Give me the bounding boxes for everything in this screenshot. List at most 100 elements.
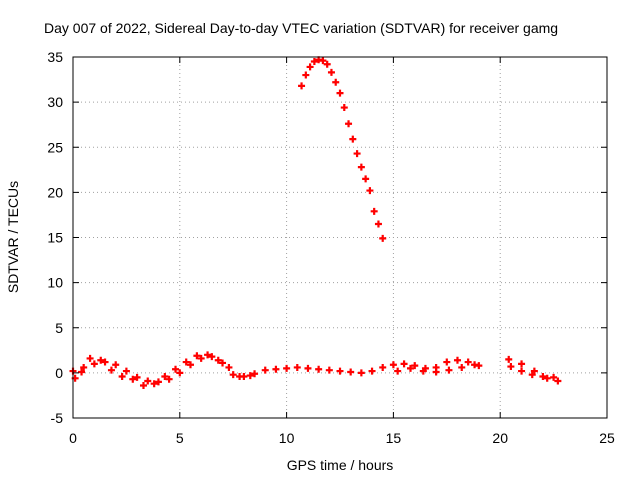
data-point	[332, 78, 340, 86]
data-point	[353, 150, 361, 158]
data-point	[347, 368, 355, 376]
grid	[73, 57, 607, 418]
data-point	[193, 352, 201, 360]
data-point	[406, 364, 414, 372]
data-point	[144, 377, 152, 385]
y-tick-label: 5	[55, 320, 63, 336]
data-point	[507, 363, 515, 371]
data-point	[219, 359, 227, 367]
data-point	[370, 207, 378, 215]
x-tick-label: 10	[279, 430, 295, 446]
data-point	[543, 374, 551, 382]
data-point	[336, 89, 344, 97]
data-point	[325, 366, 333, 374]
data-point	[204, 351, 212, 359]
data-point	[118, 372, 126, 380]
data-point	[411, 362, 419, 370]
data-point	[379, 234, 387, 242]
data-point	[161, 372, 169, 380]
data-point	[310, 58, 318, 66]
data-point	[112, 361, 120, 369]
data-point	[208, 353, 216, 361]
y-tick-label: 35	[47, 49, 63, 65]
chart-title: Day 007 of 2022, Sidereal Day-to-day VTE…	[44, 20, 558, 36]
y-tick-label: 20	[47, 184, 63, 200]
data-point	[304, 364, 312, 372]
y-tick-label: 15	[47, 230, 63, 246]
data-point	[345, 120, 353, 128]
data-point	[445, 366, 453, 374]
data-point	[349, 135, 357, 143]
data-point	[129, 375, 137, 383]
data-point	[389, 361, 397, 369]
y-tick-label: -5	[51, 410, 64, 426]
data-point	[122, 367, 130, 375]
data-point	[236, 372, 244, 380]
data-point	[225, 363, 233, 371]
data-point	[453, 356, 461, 364]
data-point	[530, 367, 538, 375]
data-point	[323, 60, 331, 68]
data-point	[86, 354, 94, 362]
data-point	[327, 68, 335, 76]
data-point	[293, 363, 301, 371]
data-point	[261, 366, 269, 374]
data-point	[357, 163, 365, 171]
x-axis: 0 5 10 15 20 25	[69, 57, 615, 446]
data-point	[550, 373, 558, 381]
x-tick-label: 0	[69, 430, 77, 446]
data-point	[368, 367, 376, 375]
data-point	[518, 367, 526, 375]
x-tick-label: 15	[386, 430, 402, 446]
data-point	[505, 355, 513, 363]
data-point	[133, 373, 141, 381]
y-axis-label: SDTVAR / TECUs	[5, 181, 21, 293]
series-0	[69, 353, 558, 386]
data-point	[419, 367, 427, 375]
data-point	[78, 368, 86, 376]
data-point	[97, 356, 105, 364]
data-point	[172, 365, 180, 373]
data-point	[528, 371, 536, 379]
data-point	[306, 63, 314, 71]
data-point	[362, 175, 370, 183]
data-point	[246, 372, 254, 380]
data-point	[379, 363, 387, 371]
x-tick-label: 25	[599, 430, 615, 446]
data-point	[176, 369, 184, 377]
data-point	[272, 365, 280, 373]
data-point	[336, 367, 344, 375]
data-point	[298, 82, 306, 90]
data-point	[214, 356, 222, 364]
data-point	[154, 378, 162, 386]
data-point	[150, 380, 158, 388]
data-point	[458, 363, 466, 371]
data-point	[443, 358, 451, 366]
data-point	[80, 363, 88, 371]
data-point	[432, 368, 440, 376]
x-axis-label: GPS time / hours	[287, 457, 394, 473]
y-tick-label: 30	[47, 94, 63, 110]
data-point	[357, 369, 365, 377]
data-point	[229, 371, 237, 379]
data-point	[186, 361, 194, 369]
y-axis: -5 0 5 10 15 20 25 30 35	[47, 49, 607, 426]
data-point	[90, 360, 98, 368]
data-point	[464, 358, 472, 366]
data-point	[315, 365, 323, 373]
data-point	[182, 358, 190, 366]
data-point	[374, 220, 382, 228]
data-point	[139, 382, 147, 390]
data-point	[554, 377, 562, 385]
data-point	[471, 361, 479, 369]
data-point	[400, 360, 408, 368]
data-point	[319, 57, 327, 65]
data-point	[197, 354, 205, 362]
data-point	[283, 364, 291, 372]
data-points	[69, 56, 562, 390]
y-tick-label: 25	[47, 139, 63, 155]
data-point	[539, 372, 547, 380]
data-point	[518, 360, 526, 368]
data-point	[394, 367, 402, 375]
